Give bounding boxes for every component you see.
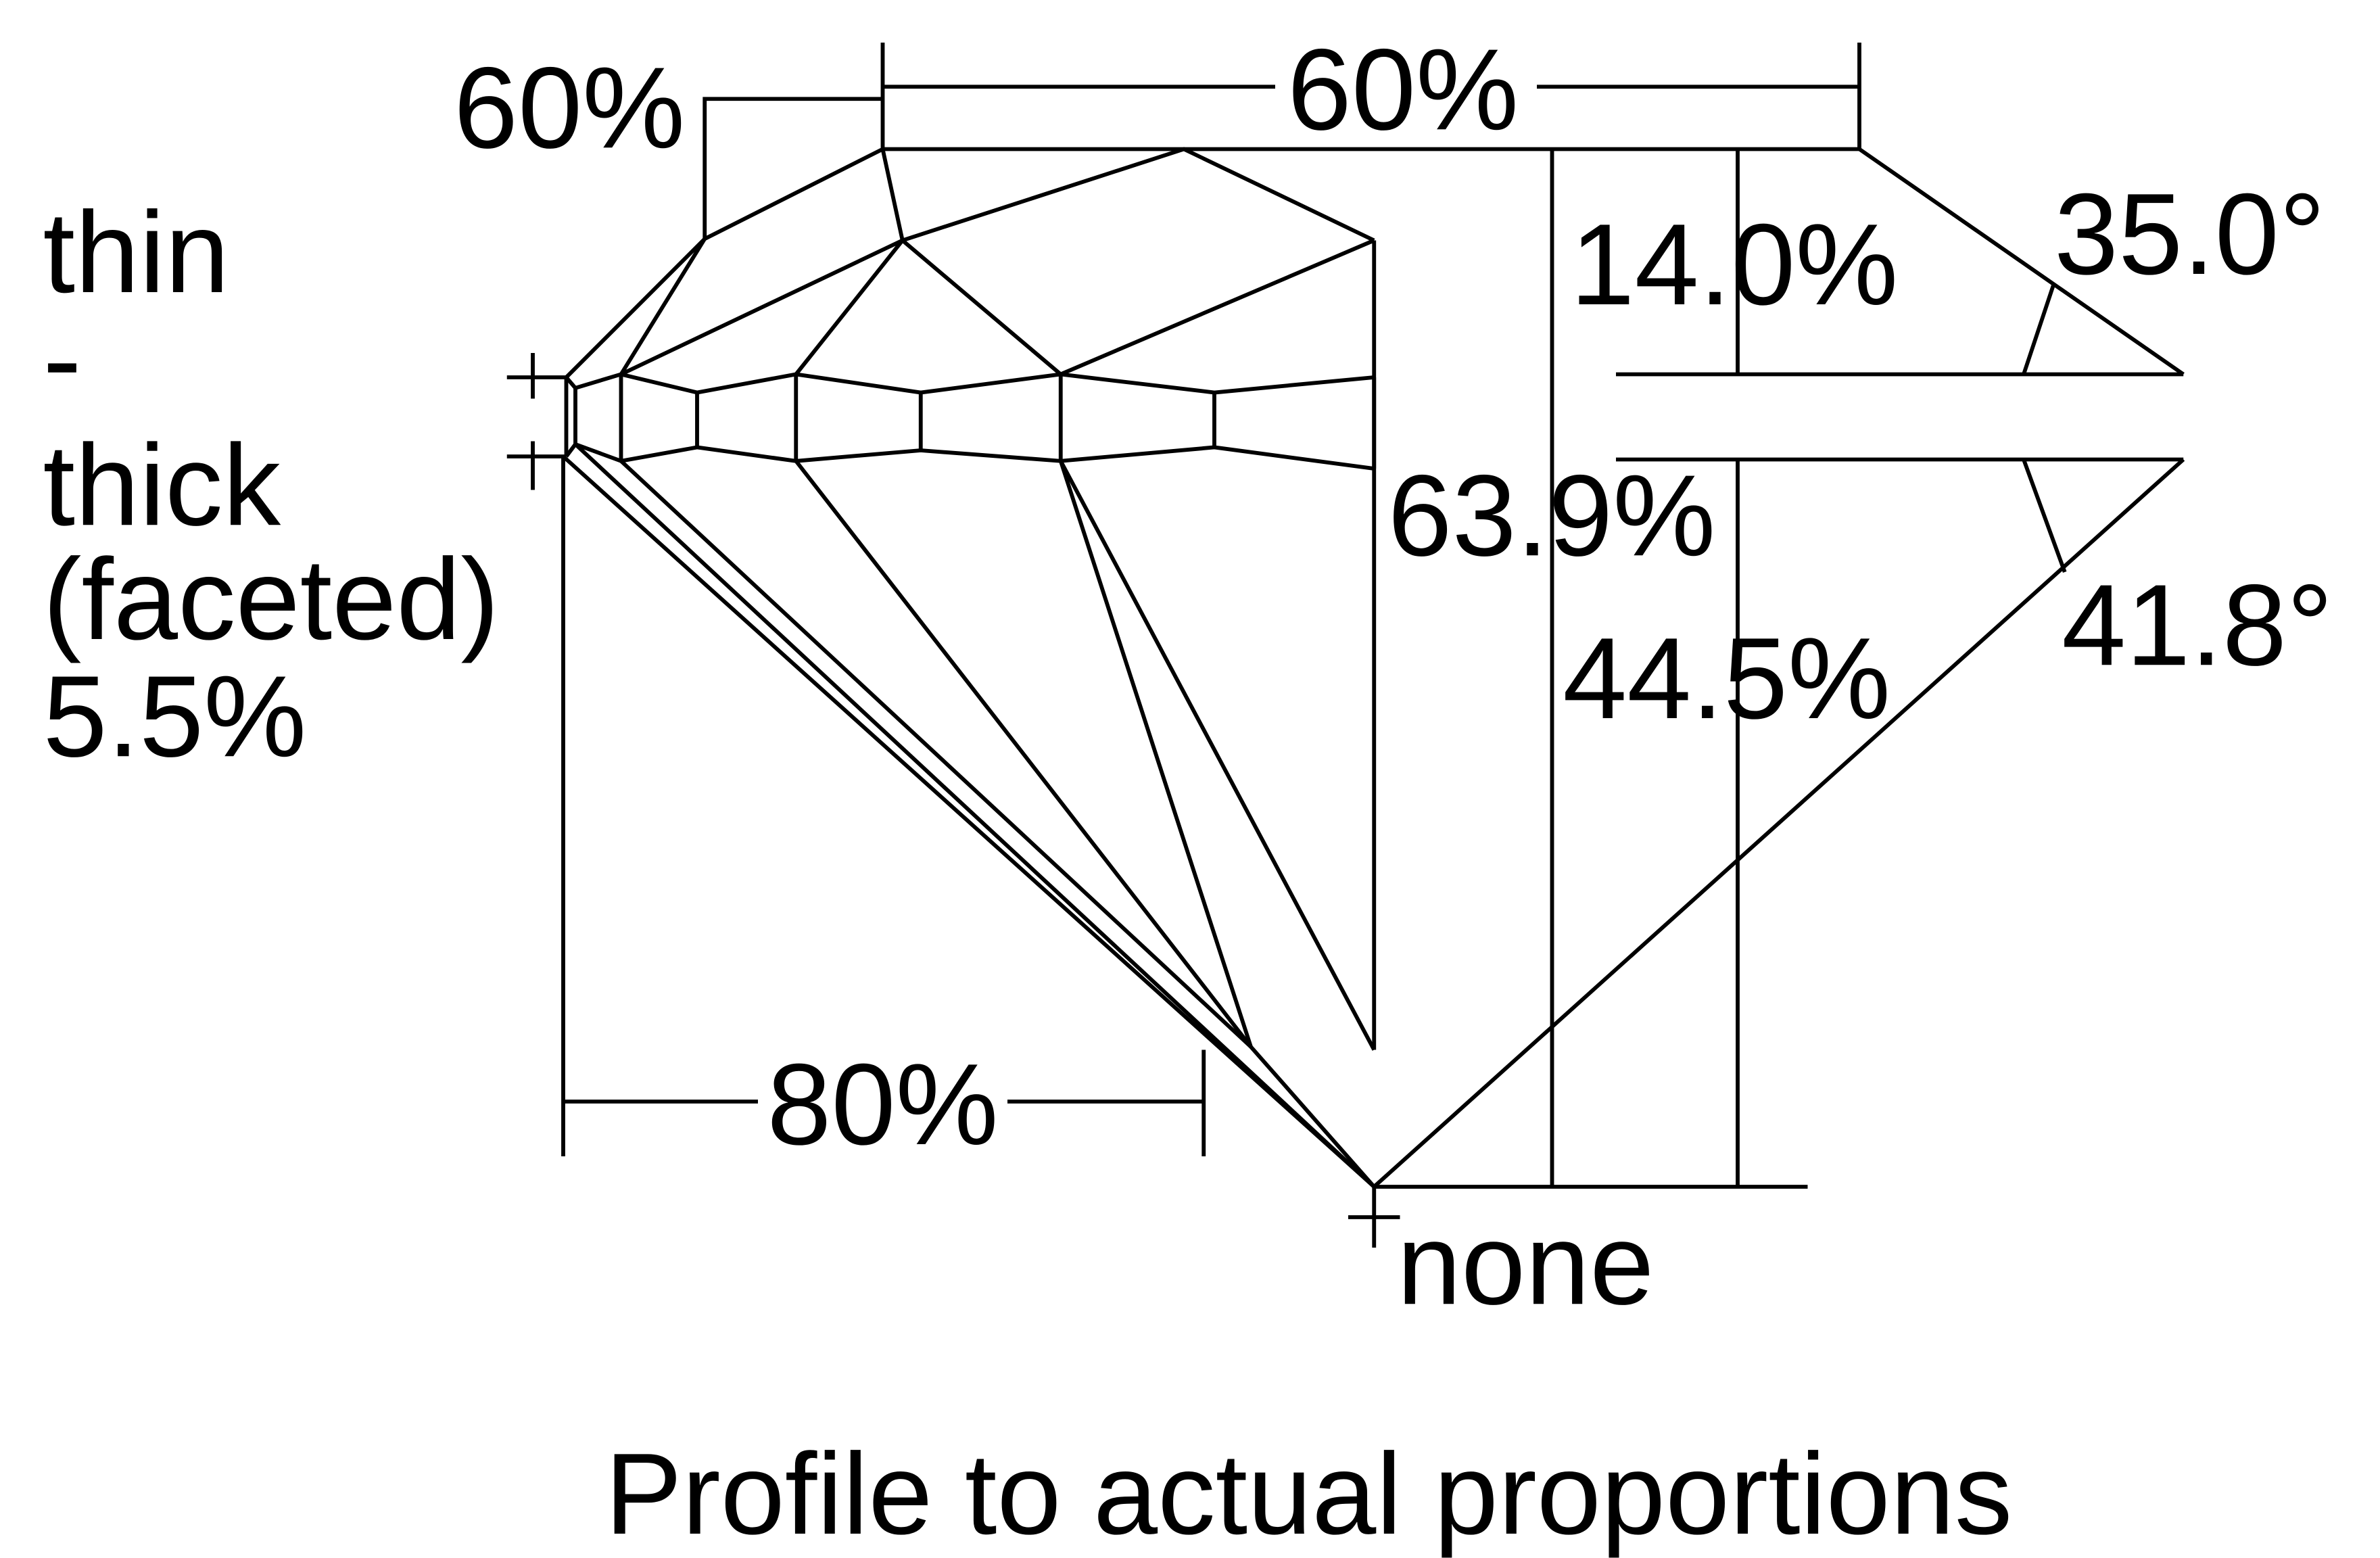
pavilion-depth-label: 44.5% (1563, 614, 1890, 743)
girdle-label: - (43, 295, 82, 424)
angle-mark (2022, 458, 2067, 573)
crown-facet (880, 147, 1375, 243)
pavilion-facet (619, 459, 1252, 1049)
girdle-label: 5.5% (43, 652, 307, 781)
pavilion-angle-label: 41.8° (2062, 561, 2333, 690)
culet-label: none (1397, 1200, 1654, 1329)
pavilion-facet (574, 442, 1376, 1189)
caption: Profile to actual proportions (605, 1430, 2013, 1558)
pavilion-facet (1059, 460, 1376, 1051)
crown-angle-label: 35.0° (2054, 170, 2325, 299)
dimension-line (703, 97, 883, 239)
angle-mark (2022, 282, 2056, 375)
crown-facet (901, 238, 1375, 377)
girdle-label: thick (43, 421, 281, 550)
pavilion-facet (1058, 460, 1253, 1047)
total-depth-label: 63.9% (1388, 451, 1716, 580)
crown-height-label: 14.0% (1571, 200, 1899, 329)
girdle-top (565, 372, 1375, 395)
lower-half-label: 80% (767, 1040, 998, 1169)
crown-facet (619, 237, 707, 376)
profile-lines (506, 43, 2185, 1248)
table-label: 60% (1287, 25, 1519, 154)
girdle-bottom (565, 442, 1375, 471)
girdle-label: thin (43, 188, 230, 317)
star-length-label: 60% (454, 43, 685, 172)
girdle-label: (faceted) (43, 535, 500, 664)
